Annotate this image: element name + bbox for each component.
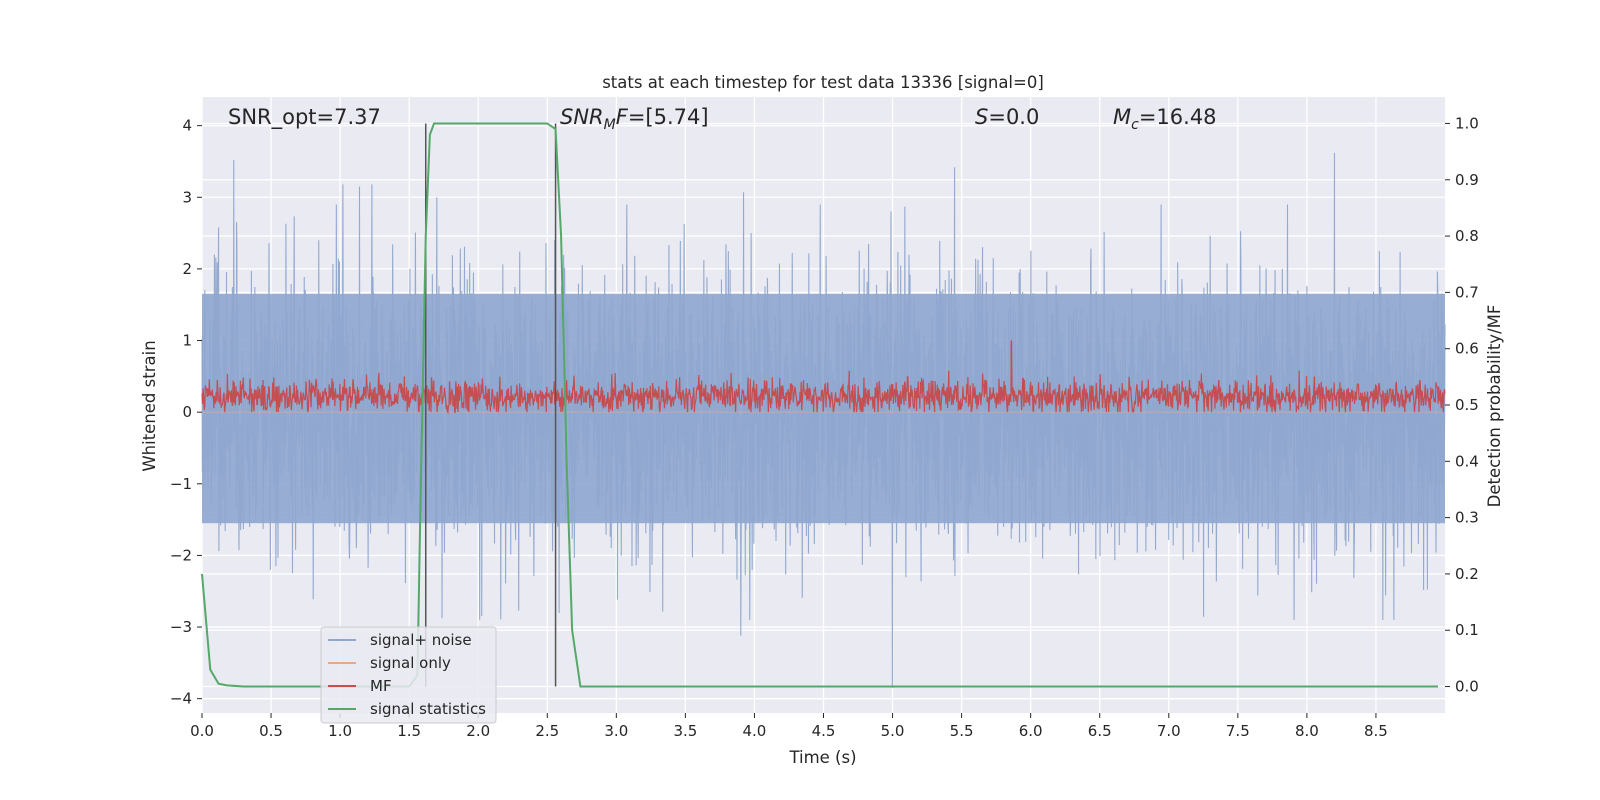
annotation-snr-mf-main: SNR xyxy=(560,105,604,129)
x-tick-label: 0.5 xyxy=(259,722,283,740)
y-tick-label: 2 xyxy=(182,260,192,278)
legend: signal+ noise signal only MF signal stat… xyxy=(320,626,497,724)
x-axis-label: Time (s) xyxy=(788,748,856,767)
y2-tick-label: 0.6 xyxy=(1455,340,1479,358)
y-axis-label: Whitened strain xyxy=(140,340,159,471)
annotation-s-main: S xyxy=(975,105,988,129)
x-tick-label: 0.0 xyxy=(190,722,214,740)
y-tick-label: 4 xyxy=(182,117,192,135)
y2-tick-label: 1.0 xyxy=(1455,114,1479,132)
annotation-snr-opt: SNR_opt=7.37 xyxy=(228,105,381,130)
series-mf xyxy=(201,340,1446,415)
x-tick-label: 6.5 xyxy=(1088,722,1112,740)
y-tick-label: −2 xyxy=(170,546,192,564)
y-tick-label: −4 xyxy=(170,690,192,708)
y2-tick-label: 0.4 xyxy=(1455,452,1479,470)
x-axis-ticks: 0.0 0.5 1.0 1.5 2.0 2.5 3.0 3.5 4.0 4.5 5.0 5.5 6.0 6… xyxy=(190,713,1388,740)
x-tick-label: 1.5 xyxy=(397,722,421,740)
legend-label-signal-statistics: signal statistics xyxy=(370,700,486,718)
series-mf-line xyxy=(201,340,1446,415)
legend-label-signal-only: signal only xyxy=(370,654,451,672)
series-signal-statistics xyxy=(201,122,1439,688)
legend-box xyxy=(320,626,497,724)
x-tick-label: 7.0 xyxy=(1157,722,1181,740)
chart-title: stats at each timestep for test data 133… xyxy=(602,73,1044,92)
annotation-mc-sub: c xyxy=(1131,117,1139,133)
right-axis-ticks: 1.0 0.9 0.8 0.7 0.6 0.5 0.4 0.3 0.2 0.1 0.0 xyxy=(1445,114,1479,696)
x-tick-label: 2.0 xyxy=(466,722,490,740)
y-tick-label: 3 xyxy=(182,188,192,206)
series-signal-statistics-line xyxy=(201,122,1439,688)
legend-label-mf: MF xyxy=(370,677,392,695)
x-tick-label: 8.0 xyxy=(1295,722,1319,740)
x-tick-label: 6.0 xyxy=(1019,722,1043,740)
y2-tick-label: 0.8 xyxy=(1455,227,1479,245)
legend-label-signal-noise: signal+ noise xyxy=(370,631,472,649)
y2-tick-label: 0.3 xyxy=(1455,509,1479,527)
x-tick-label: 5.0 xyxy=(881,722,905,740)
annotation-s-value: =0.0 xyxy=(988,105,1039,129)
y-tick-label: −1 xyxy=(170,475,192,493)
x-tick-label: 7.5 xyxy=(1226,722,1250,740)
left-axis-ticks: 4 3 2 1 0 −1 −2 −3 −4 xyxy=(170,117,202,708)
annotation-chirp-mass: Mc=16.48 xyxy=(1113,105,1217,133)
y2-tick-label: 0.5 xyxy=(1455,396,1479,414)
y2-tick-label: 0.7 xyxy=(1455,283,1479,301)
annotation-mc-main: M xyxy=(1113,105,1131,129)
y2-tick-label: 0.9 xyxy=(1455,171,1479,189)
x-tick-label: 8.5 xyxy=(1364,722,1388,740)
y-tick-label: −3 xyxy=(170,618,192,636)
annotation-snr-mf-sub: M xyxy=(604,117,616,133)
x-tick-label: 4.5 xyxy=(812,722,836,740)
x-tick-label: 3.5 xyxy=(673,722,697,740)
y2-tick-label: 0.1 xyxy=(1455,621,1479,639)
annotation-snr-mf-value: =[5.74] xyxy=(628,105,709,129)
x-tick-label: 2.5 xyxy=(535,722,559,740)
y2-tick-label: 0.2 xyxy=(1455,565,1479,583)
annotation-snr-mf-tail: F xyxy=(616,105,629,129)
y-tick-label: 0 xyxy=(182,403,192,421)
x-tick-label: 4.0 xyxy=(743,722,767,740)
x-tick-label: 5.5 xyxy=(950,722,974,740)
x-tick-label: 3.0 xyxy=(604,722,628,740)
x-tick-label: 1.0 xyxy=(328,722,352,740)
annotation-snr-mf: SNRMF=[5.74] xyxy=(560,105,709,133)
annotation-s: S=0.0 xyxy=(975,105,1039,129)
annotation-mc-value: =16.48 xyxy=(1139,105,1217,129)
y-tick-label: 1 xyxy=(182,332,192,350)
y2-tick-label: 0.0 xyxy=(1455,678,1479,696)
y2-axis-label: Detection probability/MF xyxy=(1485,305,1504,508)
